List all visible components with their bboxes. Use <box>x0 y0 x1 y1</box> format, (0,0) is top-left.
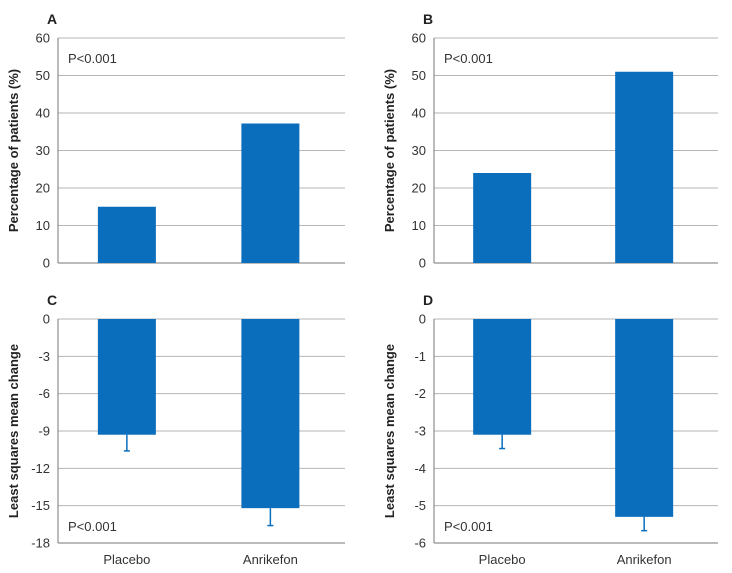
y-tick-label-b: 20 <box>412 181 426 196</box>
y-tick-label-c: -12 <box>31 461 50 476</box>
bar-b-placebo <box>473 173 532 263</box>
category-label-d-placebo: Placebo <box>479 552 526 567</box>
y-tick-label-c: 0 <box>43 312 50 327</box>
p-value-annotation-d: P<0.001 <box>444 519 493 534</box>
y-tick-label-c: -18 <box>31 536 50 551</box>
y-tick-label-d: 0 <box>419 312 426 327</box>
bar-d-anrikefon <box>615 319 674 517</box>
y-tick-label-a: 10 <box>36 218 50 233</box>
y-tick-label-b: 0 <box>419 256 426 271</box>
y-tick-label-d: -5 <box>414 498 426 513</box>
bar-b-anrikefon <box>615 71 674 263</box>
y-tick-label-d: -1 <box>414 349 426 364</box>
y-tick-label-d: -3 <box>414 424 426 439</box>
category-label-c-anrikefon: Anrikefon <box>243 552 298 567</box>
bar-c-placebo <box>97 319 156 435</box>
y-tick-label-b: 40 <box>412 106 426 121</box>
bar-d-placebo <box>473 319 532 435</box>
y-tick-label-a: 0 <box>43 256 50 271</box>
y-axis-title-c: Least squares mean change <box>6 344 21 518</box>
y-axis-title-b: Percentage of patients (%) <box>382 69 397 232</box>
y-tick-label-d: -2 <box>414 386 426 401</box>
category-label-c-placebo: Placebo <box>103 552 150 567</box>
bar-a-anrikefon <box>241 123 300 263</box>
y-tick-label-a: 60 <box>36 31 50 46</box>
p-value-annotation-b: P<0.001 <box>444 51 493 66</box>
panel-letter-b: B <box>423 11 433 27</box>
y-tick-label-c: -3 <box>38 349 50 364</box>
y-tick-label-a: 30 <box>36 143 50 158</box>
y-tick-label-d: -6 <box>414 536 426 551</box>
y-tick-label-a: 20 <box>36 181 50 196</box>
y-axis-title-d: Least squares mean change <box>382 344 397 518</box>
y-tick-label-c: -15 <box>31 498 50 513</box>
y-axis-title-a: Percentage of patients (%) <box>6 69 21 232</box>
y-tick-label-c: -9 <box>38 424 50 439</box>
panel-letter-c: C <box>47 292 57 308</box>
y-tick-label-b: 30 <box>412 143 426 158</box>
y-tick-label-a: 40 <box>36 106 50 121</box>
y-tick-label-b: 60 <box>412 31 426 46</box>
y-tick-label-b: 50 <box>412 68 426 83</box>
y-tick-label-c: -6 <box>38 386 50 401</box>
category-label-d-anrikefon: Anrikefon <box>617 552 672 567</box>
bar-c-anrikefon <box>241 319 300 509</box>
panel-letter-a: A <box>47 11 57 27</box>
y-tick-label-b: 10 <box>412 218 426 233</box>
p-value-annotation-c: P<0.001 <box>68 519 117 534</box>
y-tick-label-d: -4 <box>414 461 426 476</box>
y-tick-label-a: 50 <box>36 68 50 83</box>
panel-letter-d: D <box>423 292 433 308</box>
p-value-annotation-a: P<0.001 <box>68 51 117 66</box>
bar-a-placebo <box>97 206 156 263</box>
